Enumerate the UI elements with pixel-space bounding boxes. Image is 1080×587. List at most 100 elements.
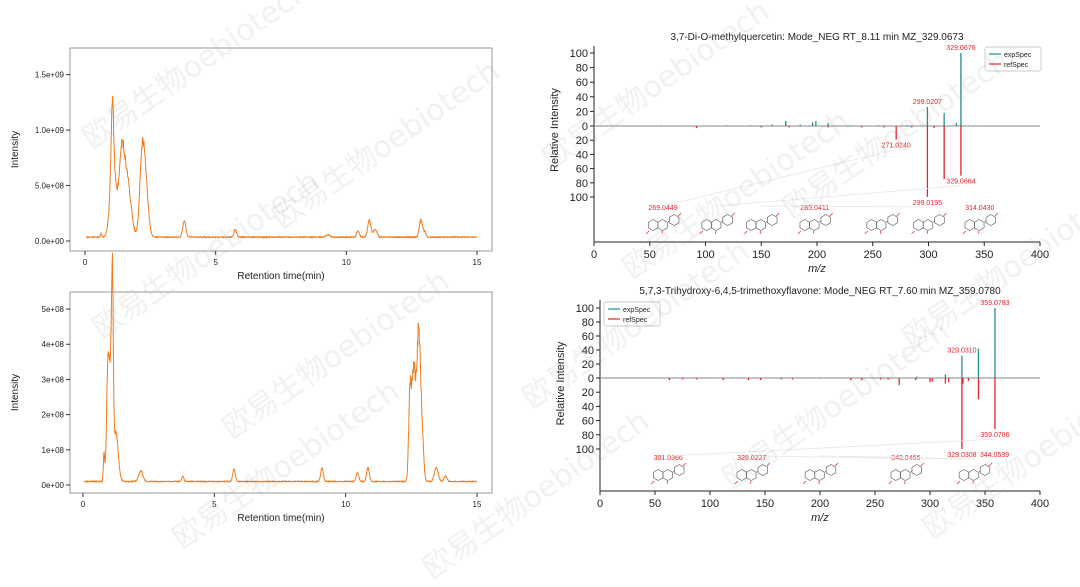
chromatogram-trace [86, 95, 478, 240]
y-tick-label: 1.0e+09 [35, 126, 65, 135]
ring [958, 469, 970, 481]
bond-hetero [920, 462, 925, 467]
y-tick-label: 40 [582, 345, 594, 357]
ring [913, 219, 924, 231]
ring [657, 219, 668, 231]
x-tick-label: 50 [649, 498, 661, 510]
ring [701, 219, 712, 231]
peak-mz-label: 329.0664 [946, 179, 975, 186]
y-tick-label: 60 [576, 77, 588, 89]
y-tick-label: 3e+08 [42, 375, 65, 384]
x-tick-label: 300 [919, 249, 937, 261]
bond-hetero [888, 480, 893, 485]
peak-mz-label: 359.0786 [980, 432, 1009, 439]
x-tick-label: 350 [976, 498, 994, 510]
fragment-structure [650, 462, 687, 485]
ring [825, 464, 837, 476]
guide-line [761, 205, 928, 208]
ring [711, 219, 722, 231]
legend-box [984, 46, 1042, 72]
chromatogram-2: 0e+00 1e+08 2e+08 3e+08 4e+08 5e+08 0 5 10 15 Rete… [10, 252, 493, 524]
ring [922, 219, 934, 231]
x-tick-label: 50 [644, 249, 656, 261]
ring [736, 469, 747, 481]
spectrum-2: 5,7,3-Trihydroxy-6,4,5-trimethoxyflavone… [555, 286, 1049, 524]
plot-frame [69, 291, 493, 494]
bond [756, 470, 759, 473]
x-tick-label: 250 [864, 249, 882, 261]
x-tick-label: 0 [83, 258, 88, 267]
bond-hetero [911, 230, 915, 235]
bond-hetero [896, 212, 900, 217]
bond [978, 470, 981, 473]
x-tick-label: 300 [921, 498, 939, 510]
ring [746, 469, 757, 481]
x-tick-label: 150 [756, 498, 774, 510]
x-tick-label: 400 [1031, 249, 1049, 261]
ring [968, 469, 979, 481]
x-tick-label: 250 [866, 498, 884, 510]
ring [900, 469, 911, 481]
y-tick-label: 60 [576, 164, 588, 176]
y-tick-label: 0 [588, 373, 594, 385]
legend-label-ref: refSpec [1004, 62, 1029, 69]
peak-mz-label: 359.0783 [980, 300, 1009, 307]
guide-line [663, 149, 897, 207]
x-tick-label: 0 [81, 500, 86, 509]
x-tick-label: 350 [975, 249, 993, 261]
spectrum-1: 3,7-Di-O-methylquercetin: Mode_NEG RT_8.… [549, 32, 1049, 275]
ring [974, 219, 985, 231]
y-tick-label: 80 [582, 317, 594, 329]
bond [824, 470, 827, 473]
x-tick-label: 0 [597, 498, 603, 510]
y-tick-label: 100 [576, 303, 594, 315]
peak-mz-label: 299.0195 [913, 200, 942, 207]
bond-hetero [650, 480, 655, 485]
legend-box [603, 301, 661, 327]
bond-hetero [776, 212, 780, 217]
y-tick-label: 40 [582, 401, 594, 413]
legend: expSpec refSpec [984, 46, 1042, 72]
x-tick-label: 200 [808, 249, 826, 261]
x-tick-label: 10 [342, 258, 351, 267]
ring [934, 214, 945, 226]
fragment-mz-label: 269.0449 [649, 205, 678, 212]
y-tick-label: 40 [576, 149, 588, 161]
spectrum-title: 5,7,3-Trihydroxy-6,4,5-trimethoxyflavone… [639, 286, 1001, 297]
bond-hetero [834, 462, 839, 467]
ring [911, 464, 922, 476]
bond-hetero [699, 230, 703, 235]
y-tick-label: 0.0e+00 [35, 237, 65, 246]
fragment-structure [699, 212, 735, 235]
x-tick-label: 400 [1031, 498, 1049, 510]
x-tick-label: 5 [212, 500, 217, 509]
legend-label-exp: expSpec [623, 307, 651, 314]
x-axis-label: m/z [808, 263, 826, 275]
legend: expSpec refSpec [603, 301, 661, 327]
bond-hetero [645, 230, 650, 235]
y-tick-label: 100 [570, 192, 588, 204]
y-tick-label: 20 [576, 135, 588, 147]
figure: 0.0e+00 5.0e+08 1.0e+09 1.5e+09 0 5 10 15 Retent… [10, 0, 1080, 586]
x-tick-label: 10 [341, 500, 350, 509]
fragment-structure [911, 212, 947, 235]
x-tick-label: 100 [696, 249, 714, 261]
y-tick-label: 80 [576, 178, 588, 190]
peak-mz-label: 299.0207 [913, 99, 942, 106]
plot-frame [69, 47, 493, 252]
ring [887, 214, 898, 226]
y-tick-label: 80 [582, 430, 594, 442]
y-tick-label: 5.0e+08 [35, 182, 65, 191]
fragment-mz-label: 285.0411 [800, 205, 829, 212]
y-tick-label: 60 [582, 416, 594, 428]
x-tick-label: 0 [591, 249, 597, 261]
guide-line [668, 438, 996, 457]
bond [667, 220, 670, 223]
ring [674, 464, 685, 476]
guide-line [716, 185, 961, 207]
ring [755, 219, 766, 231]
bond-hetero [766, 462, 771, 467]
ring [804, 469, 816, 481]
bond-hetero [943, 212, 947, 217]
peak-mz-label: 329.0676 [946, 45, 975, 52]
